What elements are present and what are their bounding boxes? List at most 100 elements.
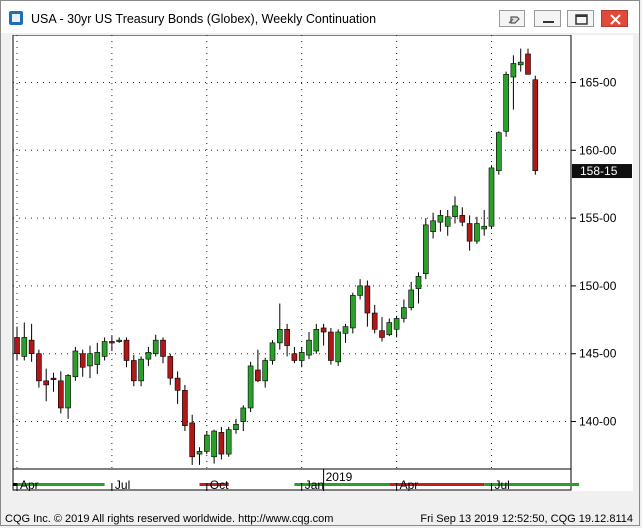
y-tick-label: 140-00 bbox=[579, 415, 617, 429]
restore-button[interactable] bbox=[567, 10, 594, 27]
candle-body bbox=[349, 295, 356, 329]
candle-body bbox=[422, 224, 429, 275]
candle-body bbox=[401, 307, 407, 319]
y-tick-label: 165-00 bbox=[579, 75, 617, 89]
month-bar-segment bbox=[294, 483, 390, 486]
timestamp-text: Fri Sep 13 2019 12:52:50, CQG 19.12.8114 bbox=[420, 513, 633, 525]
candle-body bbox=[364, 285, 371, 314]
candle-body bbox=[262, 360, 268, 382]
candle-body bbox=[466, 223, 473, 242]
candle-body bbox=[444, 216, 451, 227]
candle-body bbox=[218, 432, 225, 455]
candle-body bbox=[225, 429, 232, 455]
last-price-box bbox=[572, 164, 632, 179]
candle-body bbox=[247, 365, 254, 409]
candle-body bbox=[342, 326, 349, 334]
candle-body bbox=[28, 339, 35, 355]
candle-body bbox=[21, 337, 28, 357]
x-tick-label: Jul bbox=[495, 478, 510, 491]
candle-body bbox=[196, 451, 203, 455]
y-tick-label: 150-00 bbox=[579, 279, 617, 293]
candle-body bbox=[65, 375, 71, 409]
close-icon bbox=[610, 14, 621, 25]
y-tick-label: 160-00 bbox=[579, 143, 617, 157]
candle-body bbox=[503, 74, 509, 132]
candle-body bbox=[233, 423, 239, 430]
candle-body bbox=[408, 289, 415, 308]
candle-body bbox=[79, 353, 86, 368]
candle-body bbox=[123, 339, 130, 361]
candle-body bbox=[240, 407, 247, 422]
candle-body bbox=[328, 331, 334, 361]
candle-body bbox=[269, 342, 276, 361]
candle-body bbox=[116, 339, 122, 342]
candle-body bbox=[437, 215, 444, 223]
month-bar-segment bbox=[389, 483, 485, 486]
window-title: USA - 30yr US Treasury Bonds (Globex), W… bbox=[31, 12, 377, 26]
year-label: 2019 bbox=[326, 470, 353, 484]
plot-frame bbox=[12, 35, 572, 470]
candle-body bbox=[94, 352, 101, 365]
candle-body bbox=[474, 223, 480, 242]
candlestick-chart[interactable]: 140-00 145-00 150-00 155-00 160-00 165-00 158-… bbox=[11, 35, 633, 491]
candle-body bbox=[357, 285, 363, 296]
candle-body bbox=[57, 380, 64, 409]
candle-body bbox=[255, 369, 261, 382]
candle-body bbox=[415, 276, 422, 289]
app-icon bbox=[9, 11, 23, 25]
candle-body bbox=[291, 353, 298, 361]
candle-body bbox=[204, 434, 210, 452]
candle-body bbox=[313, 329, 320, 352]
restore-icon bbox=[575, 14, 588, 25]
x-tick-label: Apr bbox=[20, 478, 39, 491]
candle-body bbox=[72, 350, 79, 378]
candle-body bbox=[14, 337, 20, 355]
pin-button[interactable] bbox=[499, 10, 525, 27]
candle-body bbox=[211, 430, 217, 458]
candle-body bbox=[182, 390, 188, 426]
candle-body bbox=[393, 318, 400, 330]
chart-area[interactable]: 140-00 145-00 150-00 155-00 160-00 165-00 158-… bbox=[11, 35, 633, 491]
month-bar-segment bbox=[17, 483, 105, 486]
candle-body bbox=[167, 356, 174, 379]
candle-body bbox=[517, 61, 524, 66]
candle-body bbox=[459, 215, 466, 223]
candle-body bbox=[298, 352, 305, 361]
candle-body bbox=[109, 341, 115, 344]
candle-body bbox=[430, 220, 436, 232]
title-bar[interactable]: USA - 30yr US Treasury Bonds (Globex), W… bbox=[1, 1, 639, 33]
last-price-label: 158-15 bbox=[580, 164, 618, 178]
copyright-text: CQG Inc. © 2019 All rights reserved worl… bbox=[5, 513, 334, 525]
candle-body bbox=[386, 322, 393, 336]
minimize-button[interactable] bbox=[534, 10, 561, 27]
candle-body bbox=[510, 63, 517, 78]
month-bar-segment bbox=[199, 483, 229, 486]
candle-body bbox=[36, 353, 42, 382]
candle-body bbox=[481, 225, 488, 230]
candle-body bbox=[306, 339, 312, 356]
candle-body bbox=[160, 339, 166, 357]
x-tick-label: Jul bbox=[115, 478, 130, 491]
candle-body bbox=[138, 358, 144, 382]
candle-body bbox=[532, 79, 539, 171]
month-bar-segment bbox=[13, 483, 17, 486]
x-tick-label: Oct bbox=[210, 478, 229, 491]
candle-body bbox=[488, 167, 495, 227]
candle-body bbox=[131, 360, 137, 382]
month-bar-segment bbox=[484, 483, 580, 486]
candle-body bbox=[87, 353, 93, 367]
candle-body bbox=[174, 377, 181, 391]
minimize-icon bbox=[543, 21, 554, 23]
x-tick-label: Jan bbox=[305, 478, 324, 491]
candle-body bbox=[50, 377, 57, 380]
candle-body bbox=[276, 329, 283, 344]
x-axis-strip bbox=[12, 468, 572, 491]
close-button[interactable] bbox=[601, 10, 628, 27]
candle-body bbox=[335, 331, 342, 363]
candle-body bbox=[379, 330, 385, 338]
y-tick-label: 155-00 bbox=[579, 211, 617, 225]
y-tick-label: 145-00 bbox=[579, 347, 617, 361]
candle-body bbox=[284, 329, 290, 346]
candle-body bbox=[525, 53, 531, 75]
